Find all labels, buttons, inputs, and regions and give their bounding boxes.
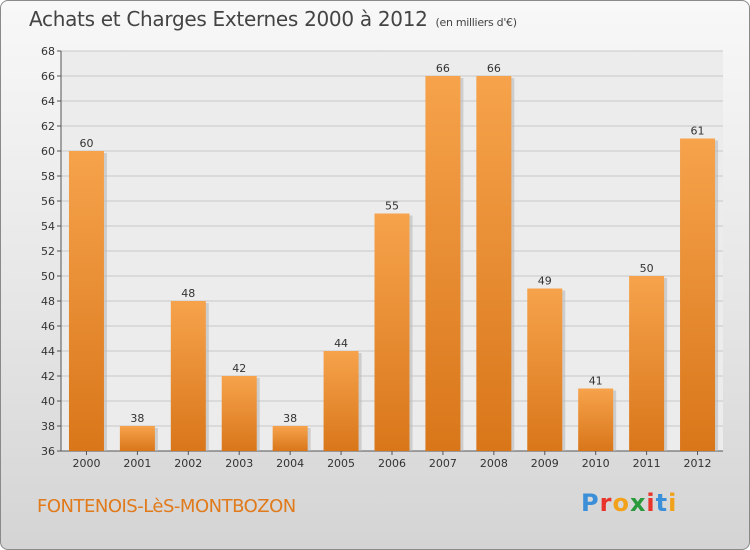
y-tick-label: 68 xyxy=(41,45,55,58)
x-tick-label: 2003 xyxy=(225,457,253,470)
bar xyxy=(68,151,104,451)
x-tick-label: 2000 xyxy=(72,457,100,470)
bar xyxy=(680,138,716,451)
bar xyxy=(272,426,308,451)
bar xyxy=(119,426,155,451)
x-tick-label: 2011 xyxy=(633,457,661,470)
bar xyxy=(374,213,410,451)
y-tick-label: 62 xyxy=(41,120,55,133)
bar-value-label: 66 xyxy=(436,62,450,75)
proxiti-logo-letter: t xyxy=(655,489,669,517)
bar xyxy=(629,276,665,451)
bar-value-label: 38 xyxy=(130,412,144,425)
bar xyxy=(221,376,257,451)
x-tick-label: 2007 xyxy=(429,457,457,470)
proxiti-logo-letter: i xyxy=(646,489,656,517)
y-tick-label: 58 xyxy=(41,170,55,183)
bar xyxy=(170,301,206,451)
y-tick-label: 38 xyxy=(41,420,55,433)
x-tick-label: 2005 xyxy=(327,457,355,470)
y-tick-label: 44 xyxy=(41,345,55,358)
proxiti-logo-letter: x xyxy=(629,489,647,517)
bar-value-label: 66 xyxy=(487,62,501,75)
x-tick-label: 2006 xyxy=(378,457,406,470)
proxiti-logo-letter: P xyxy=(581,489,600,517)
bar xyxy=(476,76,512,451)
chart-title-text: Achats et Charges Externes 2000 à 2012 xyxy=(29,7,428,31)
proxiti-logo-letter: r xyxy=(599,489,613,517)
bar-value-label: 41 xyxy=(589,375,603,388)
proxiti-logo-letter: i xyxy=(668,489,678,517)
y-tick-label: 42 xyxy=(41,370,55,383)
x-tick-label: 2012 xyxy=(684,457,712,470)
y-tick-label: 46 xyxy=(41,320,55,333)
bar-value-label: 50 xyxy=(640,262,654,275)
y-tick-label: 48 xyxy=(41,295,55,308)
y-tick-label: 56 xyxy=(41,195,55,208)
y-tick-label: 40 xyxy=(41,395,55,408)
y-tick-label: 66 xyxy=(41,70,55,83)
x-tick-label: 2001 xyxy=(123,457,151,470)
bar-value-label: 48 xyxy=(181,287,195,300)
chart-title: Achats et Charges Externes 2000 à 2012 (e… xyxy=(29,7,517,31)
bar-value-label: 42 xyxy=(232,362,246,375)
x-tick-label: 2004 xyxy=(276,457,304,470)
bar xyxy=(527,288,563,451)
bar xyxy=(425,76,461,451)
bar-value-label: 44 xyxy=(334,337,348,350)
x-tick-label: 2002 xyxy=(174,457,202,470)
bar-value-label: 49 xyxy=(538,275,552,288)
proxiti-logo-letter: o xyxy=(612,489,630,517)
y-tick-label: 64 xyxy=(41,95,55,108)
x-tick-label: 2008 xyxy=(480,457,508,470)
y-tick-label: 54 xyxy=(41,220,55,233)
x-tick-label: 2009 xyxy=(531,457,559,470)
commune-name: FONTENOIS-LèS-MONTBOZON xyxy=(37,496,296,517)
bar-value-label: 55 xyxy=(385,200,399,213)
bar xyxy=(323,351,359,451)
bar-value-label: 38 xyxy=(283,412,297,425)
y-tick-label: 60 xyxy=(41,145,55,158)
bar-value-label: 61 xyxy=(691,125,705,138)
x-tick-label: 2010 xyxy=(582,457,610,470)
y-tick-label: 50 xyxy=(41,270,55,283)
bar xyxy=(578,388,614,451)
bar-value-label: 60 xyxy=(79,137,93,150)
y-tick-label: 52 xyxy=(41,245,55,258)
chart-subtitle: (en milliers d'€) xyxy=(435,16,517,29)
proxiti-logo: Proxiti xyxy=(581,489,677,517)
y-tick-label: 36 xyxy=(41,445,55,458)
